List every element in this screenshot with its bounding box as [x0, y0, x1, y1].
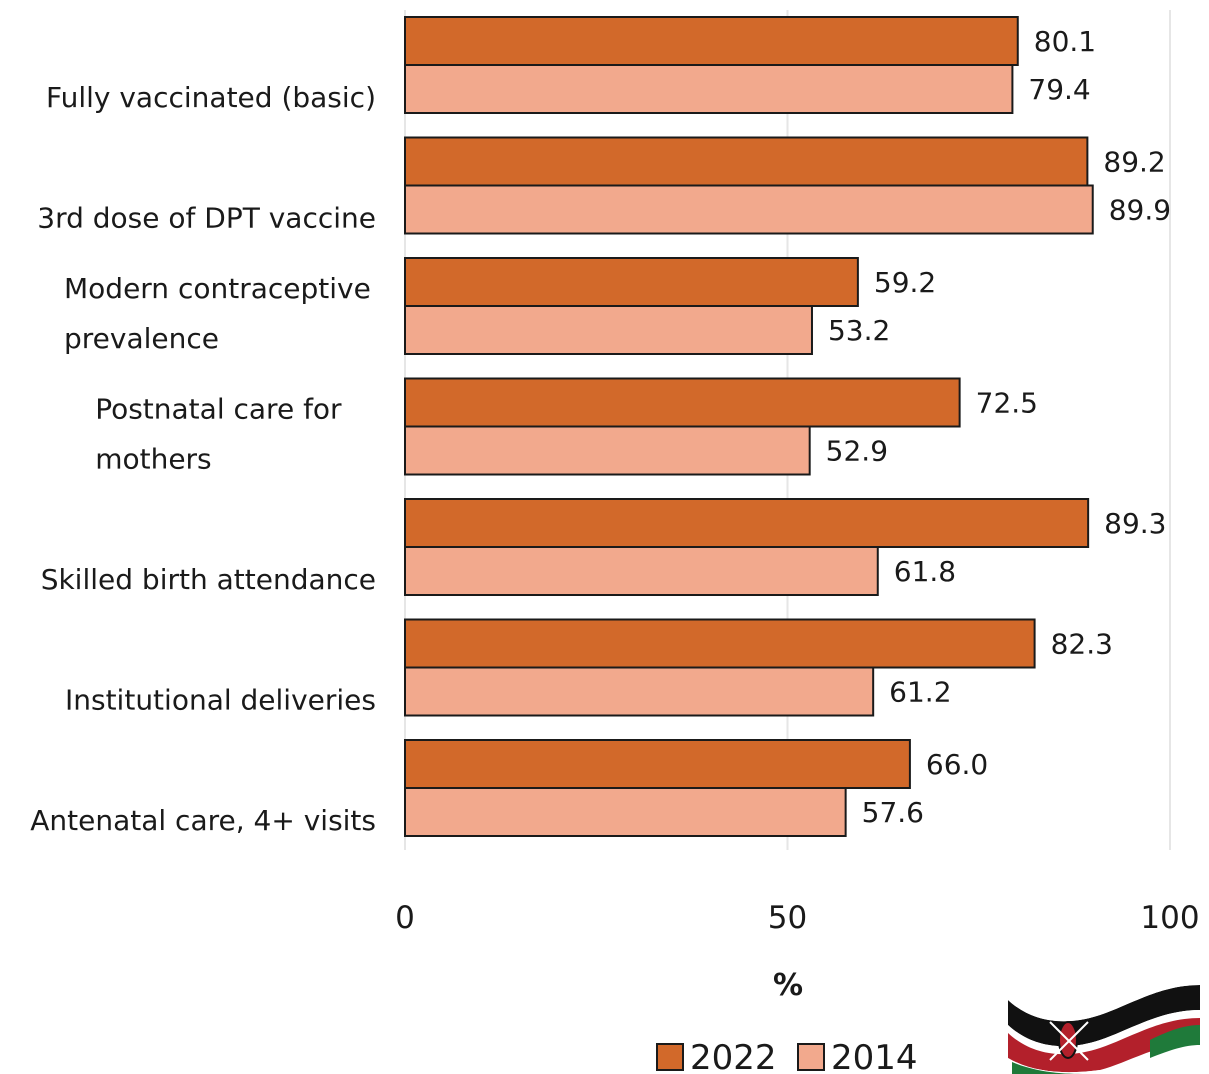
bar-2014-6 — [404, 787, 847, 837]
bar-2022-3 — [404, 377, 961, 428]
data-label-2014-1: 89.9 — [1109, 194, 1171, 227]
category-labels: Fully vaccinated (basic) 3rd dose of DPT … — [30, 81, 376, 837]
bar-2014-3 — [404, 425, 811, 476]
data-label-2014-3: 52.9 — [826, 435, 888, 468]
legend-swatch-2022 — [656, 1043, 684, 1071]
bar-2014-1 — [404, 184, 1094, 235]
category-label-6: Antenatal care, 4+ visits — [30, 804, 376, 837]
data-label-2014-2: 53.2 — [828, 314, 890, 347]
data-label-2022-4: 89.3 — [1104, 507, 1166, 540]
data-label-2022-3: 72.5 — [976, 387, 1038, 420]
data-label-2014-5: 61.2 — [889, 676, 951, 709]
data-label-2022-1: 89.2 — [1103, 146, 1165, 179]
bar-2014-4 — [404, 546, 879, 596]
x-tick-label-1: 50 — [768, 900, 807, 936]
bar-2014-2 — [404, 305, 813, 355]
bar-2022-4 — [404, 498, 1090, 548]
data-label-2022-2: 59.2 — [874, 266, 936, 299]
bars — [404, 16, 1094, 837]
data-label-2014-6: 57.6 — [862, 796, 924, 829]
category-label-0: Fully vaccinated (basic) — [46, 81, 376, 114]
legend-swatch-2014 — [797, 1043, 825, 1071]
bar-2022-6 — [404, 739, 911, 789]
bar-2022-2 — [404, 257, 859, 307]
legend-label-2022: 2022 — [690, 1038, 777, 1074]
legend: 2022 2014 — [656, 1038, 918, 1074]
bar-2022-1 — [404, 136, 1089, 187]
x-axis-ticks: 0 50 100 — [395, 900, 1199, 936]
bar-2022-5 — [404, 618, 1036, 669]
bar-2022-0 — [404, 16, 1019, 66]
category-label-5: Institutional deliveries — [65, 684, 376, 717]
bar-2014-0 — [404, 64, 1014, 114]
data-labels: 80.1 89.2 59.2 72.5 89.3 82.3 66.0 79.4 89.9 53.2… — [826, 25, 1171, 829]
data-label-2014-4: 61.8 — [894, 555, 956, 588]
bar-2014-5 — [404, 666, 875, 717]
x-tick-label-2: 100 — [1140, 900, 1199, 936]
data-label-2022-0: 80.1 — [1034, 25, 1096, 58]
data-label-2022-5: 82.3 — [1051, 628, 1113, 661]
x-tick-label-0: 0 — [395, 900, 415, 936]
data-label-2022-6: 66.0 — [926, 748, 988, 781]
category-label-3: Postnatal care for mothers — [95, 393, 342, 476]
kenya-flag-ribbon-icon — [1008, 977, 1200, 1074]
category-label-1: 3rd dose of DPT vaccine — [37, 202, 376, 235]
category-label-2: Modern contraceptive prevalence — [64, 272, 371, 355]
x-axis-title: % — [773, 968, 803, 1003]
legend-label-2014: 2014 — [831, 1038, 918, 1074]
category-label-4: Skilled birth attendance — [41, 563, 376, 596]
data-label-2014-0: 79.4 — [1028, 73, 1090, 106]
